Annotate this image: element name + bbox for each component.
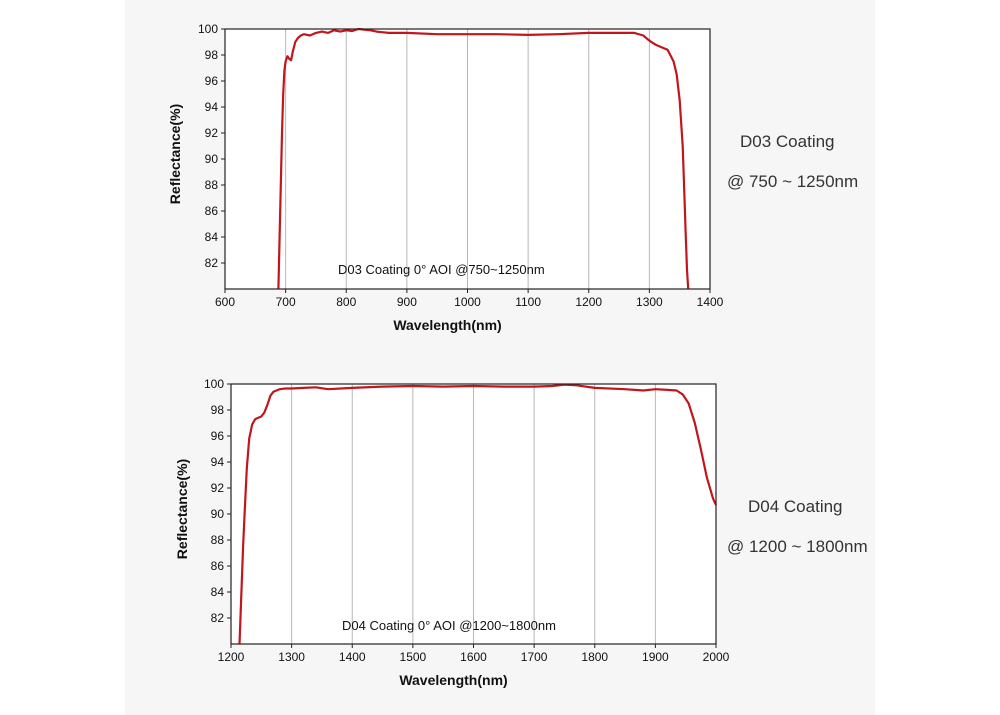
d04-ytick-label-94: 94 — [211, 455, 225, 469]
d04-ytick-label-86: 86 — [211, 559, 225, 573]
d03-ytick-label-100: 100 — [198, 22, 218, 36]
d03-xtick-label-600: 600 — [215, 295, 235, 309]
d03-x-axis-title: Wavelength(nm) — [393, 317, 501, 333]
d04-xtick-label-1500: 1500 — [400, 650, 427, 664]
d04-coating-label: D04 Coating — [748, 497, 843, 516]
d03-ytick-label-86: 86 — [205, 204, 219, 218]
d03-ytick-label-96: 96 — [205, 74, 219, 88]
d04-xtick-label-1300: 1300 — [278, 650, 305, 664]
d03-ytick-label-90: 90 — [205, 152, 219, 166]
d04-x-axis-title: Wavelength(nm) — [399, 672, 507, 688]
d04-annotation: D04 Coating 0° AOI @1200~1800nm — [342, 618, 556, 633]
d03-reflectance-chart: D03 Coating 0° AOI @750~1250nm 600 700 800 9… — [167, 22, 724, 333]
d03-ytick-label-92: 92 — [205, 126, 219, 140]
d04-ytick-label-90: 90 — [211, 507, 225, 521]
d03-range-label: @ 750 ~ 1250nm — [727, 172, 859, 191]
d04-ytick-label-100: 100 — [204, 377, 224, 391]
d03-reflectance-curve — [277, 27, 690, 290]
d03-annotation: D03 Coating 0° AOI @750~1250nm — [338, 262, 545, 277]
d03-xtick-label-800: 800 — [336, 295, 356, 309]
d03-coating-label: D03 Coating — [740, 132, 835, 151]
d03-xtick-label-1200: 1200 — [575, 295, 602, 309]
d03-y-axis-title: Reflectance(%) — [167, 104, 183, 204]
d04-xtick-label-2000: 2000 — [703, 650, 730, 664]
d03-ytick-label-88: 88 — [205, 178, 219, 192]
d03-ytick-label-98: 98 — [205, 48, 219, 62]
d03-ytick-label-82: 82 — [205, 256, 219, 270]
d04-xtick-label-1400: 1400 — [339, 650, 366, 664]
d03-xtick-label-1400: 1400 — [697, 295, 724, 309]
d04-ytick-label-88: 88 — [211, 533, 225, 547]
d03-xtick-label-700: 700 — [276, 295, 296, 309]
d04-xtick-label-1700: 1700 — [521, 650, 548, 664]
d04-xtick-label-1200: 1200 — [218, 650, 245, 664]
d04-range-label: @ 1200 ~ 1800nm — [727, 537, 868, 556]
d04-ytick-label-98: 98 — [211, 403, 225, 417]
d03-xtick-label-1100: 1100 — [515, 295, 541, 309]
d04-reflectance-curve — [238, 383, 717, 645]
d03-xtick-label-900: 900 — [397, 295, 417, 309]
d04-xtick-label-1800: 1800 — [581, 650, 608, 664]
d04-ytick-label-82: 82 — [211, 611, 225, 625]
d04-xtick-label-1900: 1900 — [642, 650, 669, 664]
d03-xtick-label-1000: 1000 — [454, 295, 481, 309]
d03-xtick-label-1300: 1300 — [636, 295, 663, 309]
d04-xtick-label-1600: 1600 — [460, 650, 487, 664]
d04-ytick-label-92: 92 — [211, 481, 225, 495]
d04-y-axis-title: Reflectance(%) — [174, 459, 190, 559]
d03-ytick-label-94: 94 — [205, 100, 219, 114]
d04-reflectance-chart: D04 Coating 0° AOI @1200~1800nm 1200 1300 1… — [174, 377, 730, 688]
d04-ytick-label-84: 84 — [211, 585, 225, 599]
d03-ytick-label-84: 84 — [205, 230, 219, 244]
d04-ytick-label-96: 96 — [211, 429, 225, 443]
